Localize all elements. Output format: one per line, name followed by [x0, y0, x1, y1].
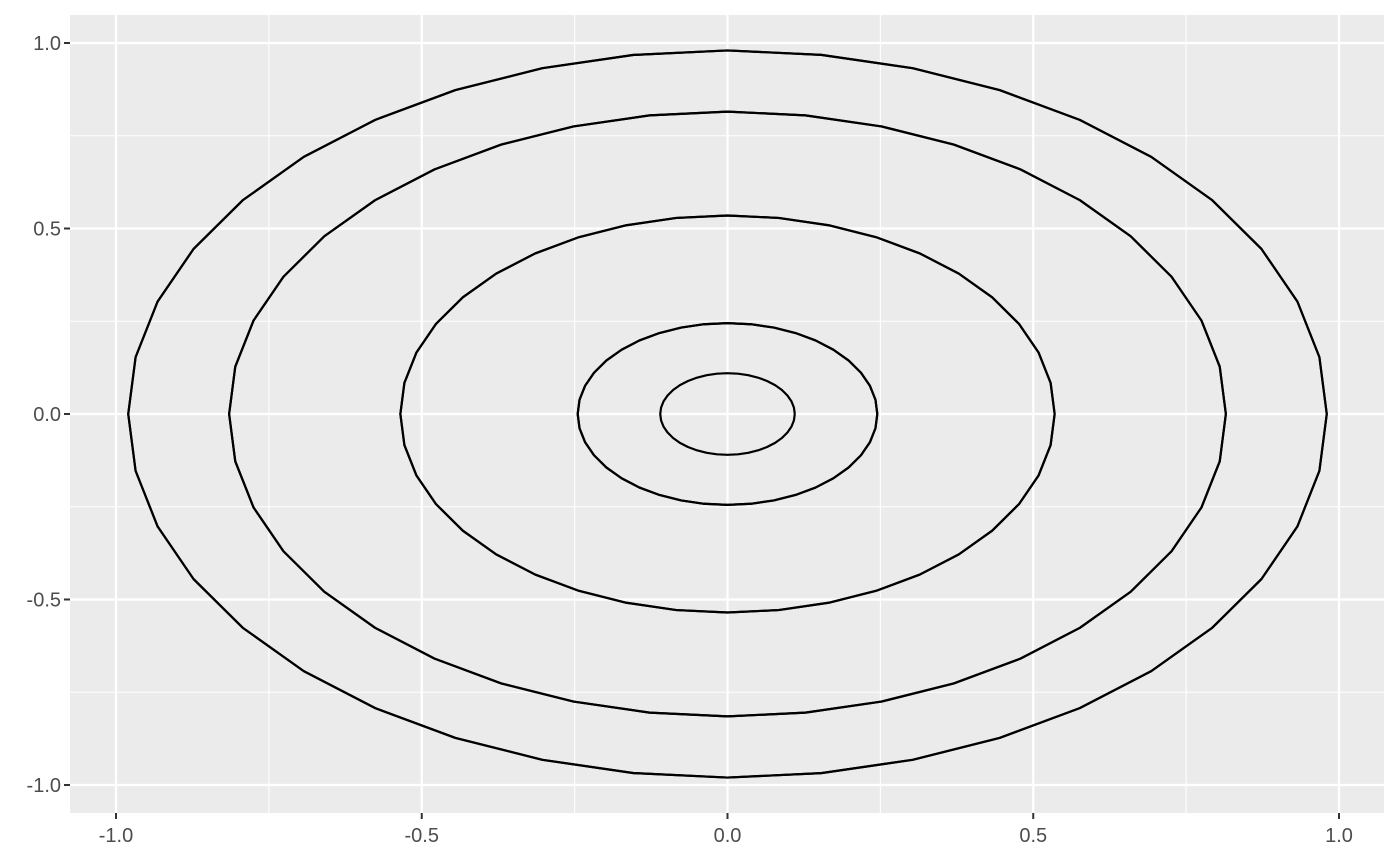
curves — [127, 49, 1328, 779]
x-tick-label: -1.0 — [99, 825, 133, 847]
curve-4 — [228, 110, 1227, 718]
curve-6 — [399, 214, 1056, 614]
y-tick-label: 0.5 — [33, 219, 61, 241]
y-tick-label: 0.0 — [33, 404, 61, 426]
y-tick-label: -0.5 — [27, 590, 61, 612]
grid — [70, 15, 1384, 813]
y-tick-label: -1.0 — [27, 775, 61, 797]
curve-2 — [127, 49, 1328, 779]
x-tick-label: -0.5 — [405, 825, 439, 847]
y-tick-label: 1.0 — [33, 33, 61, 55]
x-tick-label: 1.0 — [1325, 825, 1353, 847]
x-tick-label: 0.5 — [1019, 825, 1047, 847]
curve-8 — [576, 322, 879, 506]
curve-9 — [659, 372, 796, 456]
axes: -1.0 -0.5 0.0 0.5 1.0 -1.0 -0.5 0.0 0.5 1.0 — [27, 33, 1353, 847]
x-tick-label: 0.0 — [714, 825, 742, 847]
